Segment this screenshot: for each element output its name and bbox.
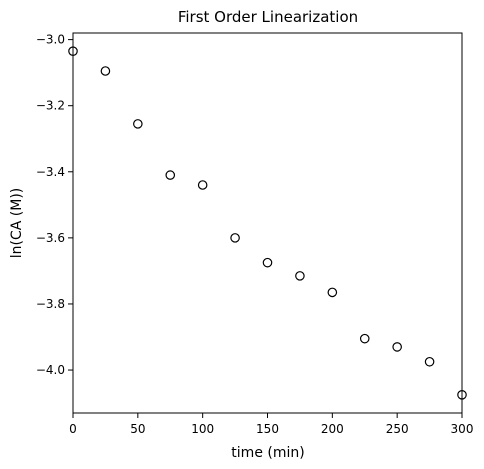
x-axis-label: time (min): [231, 445, 304, 461]
axes: 0 50 100 150 200 250 300 −4.0 −3.8 −3.6 −3.4 −3.2 −3…: [36, 32, 474, 436]
data-point: [197, 180, 208, 190]
data-point: [327, 287, 338, 298]
x-tick-label: 250: [386, 422, 409, 436]
data-point: [392, 342, 402, 352]
chart-title: First Order Linearization: [178, 8, 358, 26]
x-tick-label: 50: [130, 422, 145, 436]
y-tick-label: −3.4: [36, 165, 65, 179]
x-tick-label: 150: [256, 422, 279, 436]
y-tick-label: −3.6: [36, 231, 65, 245]
y-tick-label: −3.0: [36, 33, 65, 47]
y-tick-label: −4.0: [36, 363, 65, 377]
x-tick-label: 0: [69, 422, 77, 436]
data-point: [262, 257, 273, 268]
data-point: [165, 170, 176, 180]
y-tick-label: −3.2: [36, 99, 65, 113]
y-tick-label: −3.8: [36, 297, 65, 311]
data-point: [359, 333, 370, 344]
y-axis-label: ln(CA (M)): [9, 188, 25, 259]
data-point: [133, 119, 143, 129]
data-point: [295, 271, 305, 281]
data-point: [424, 356, 435, 367]
plot-area: [68, 46, 467, 400]
data-point: [100, 66, 111, 76]
plot-frame: [72, 32, 463, 414]
x-tick-label: 300: [451, 422, 474, 436]
x-tick-label: 100: [191, 422, 214, 436]
data-point: [230, 233, 240, 243]
x-tick-label: 200: [321, 422, 344, 436]
